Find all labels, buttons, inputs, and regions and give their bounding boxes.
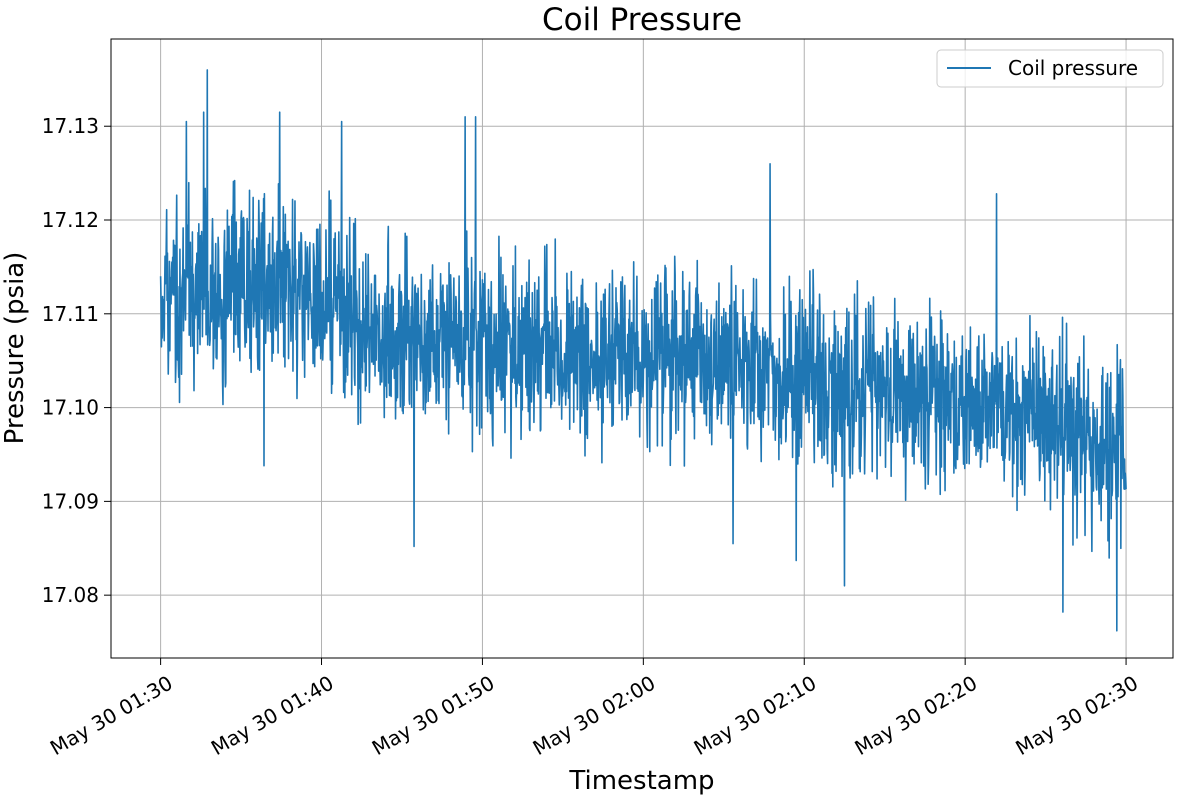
y-tick-label: 17.10 [42,396,99,420]
series-layer [159,69,1127,632]
chart-title: Coil Pressure [542,2,742,38]
y-axis-ticks: 17.08 17.09 17.10 17.11 17.12 17.13 [42,114,111,607]
y-tick-label: 17.09 [42,489,99,513]
y-tick-label: 17.11 [42,302,99,326]
y-tick-label: 17.12 [42,208,99,232]
plot-frame [110,38,1174,659]
legend-label: Coil pressure [1008,56,1138,80]
y-tick-label: 17.08 [42,583,99,607]
legend: Coil pressure [936,49,1164,88]
x-axis-title: Timestamp [568,766,714,796]
series-line-coil-pressure [159,69,1127,632]
legend-box [936,49,1164,88]
y-tick-label: 17.13 [42,114,99,138]
y-axis-title: Pressure (psia) [0,252,30,445]
